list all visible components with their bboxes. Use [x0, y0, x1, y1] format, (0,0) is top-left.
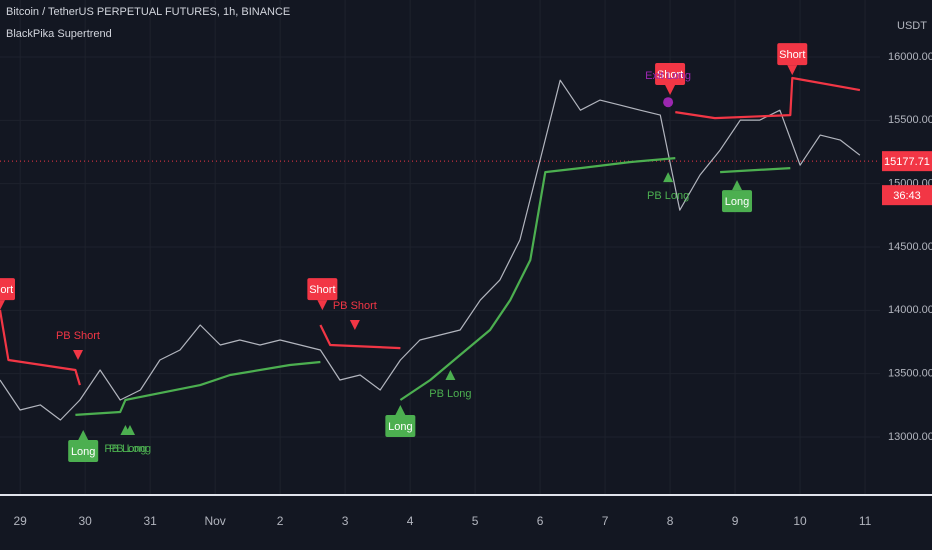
signal-pointer	[732, 180, 743, 191]
signal: Short	[655, 62, 686, 95]
signal-dot	[663, 97, 674, 108]
signal-triangle	[445, 369, 456, 380]
series-line	[0, 79, 861, 421]
signal-label: PB Long	[429, 388, 471, 400]
y-tick-label: 14000.00	[888, 304, 932, 316]
signal: Long	[722, 180, 753, 213]
signal-pointer	[787, 65, 798, 76]
signal-label: Short	[657, 69, 683, 81]
signal: PB Short	[56, 330, 100, 360]
x-tick-label: 6	[537, 514, 544, 528]
signal-label: Long	[388, 421, 412, 433]
chart-title: Bitcoin / TetherUS PERPETUAL FUTURES, 1h…	[6, 6, 290, 18]
y-tick-label: 13000.00	[888, 431, 932, 443]
signal-box	[385, 414, 416, 437]
countdown-label: 36:43	[893, 190, 921, 202]
signal-triangle	[72, 349, 83, 360]
signal-label: PB Short	[333, 300, 377, 312]
signal-pointer	[395, 404, 406, 415]
signal: Short	[777, 43, 808, 76]
signal-box	[722, 190, 753, 213]
signal-triangle	[663, 172, 674, 183]
x-tick-label: 30	[78, 514, 92, 528]
signal: PB Short	[333, 300, 377, 330]
signal: Exit Long	[645, 70, 691, 108]
signal: Short	[0, 278, 15, 311]
signal-pointer	[665, 84, 676, 95]
series-line	[75, 157, 791, 416]
signal-label: Long	[725, 196, 749, 208]
x-tick-label: 8	[667, 514, 674, 528]
signal: Short	[307, 278, 338, 311]
series-line	[0, 76, 861, 386]
x-tick-label: 3	[342, 514, 349, 528]
signal-triangle	[349, 319, 360, 330]
x-tick-label: 7	[602, 514, 609, 528]
signal-label: Short	[309, 284, 335, 296]
price-axis	[880, 0, 932, 550]
x-tick-label: 31	[143, 514, 157, 528]
signal-box	[68, 440, 99, 463]
signal-label: PB Short	[56, 330, 100, 342]
signal-triangle	[124, 424, 135, 435]
signal: PB Long	[647, 172, 689, 202]
signal-box	[655, 62, 686, 85]
x-tick-label: 2	[277, 514, 284, 528]
grid	[0, 0, 880, 495]
last-price-label: 15177.71	[884, 156, 930, 168]
signal: Long	[68, 430, 99, 463]
indicator-name: BlackPika Supertrend	[6, 28, 112, 40]
signal-label: Long	[71, 446, 95, 458]
y-tick-label: 15500.00	[888, 114, 932, 126]
signal-box	[777, 43, 808, 66]
y-tick-label: 14500.00	[888, 241, 932, 253]
x-tick-label: 5	[472, 514, 479, 528]
x-tick-label: 29	[13, 514, 27, 528]
signal-box	[307, 278, 338, 301]
signal-pointer	[317, 300, 328, 311]
signal-label: Short	[779, 49, 805, 61]
signal: Long	[385, 404, 416, 437]
signal-label: Short	[0, 284, 13, 296]
signal-label: PB Long	[647, 190, 689, 202]
last-price-tag	[882, 151, 932, 172]
axes: 13000.0013500.0014000.0014500.0015000.00…	[13, 51, 932, 528]
x-tick-label: 11	[859, 514, 872, 528]
signal-label: PB Long	[109, 443, 151, 455]
x-tick-label: 10	[793, 514, 807, 528]
y-tick-label: 13500.00	[888, 368, 932, 380]
signal-label: Exit Long	[645, 70, 691, 82]
x-tick-label: 9	[732, 514, 739, 528]
y-tick-label: 16000.00	[888, 51, 932, 63]
signal-pointer	[0, 300, 5, 311]
signal-pointer	[78, 430, 89, 441]
signal: PB Long	[109, 424, 151, 455]
x-tick-label: Nov	[204, 514, 225, 528]
countdown-tag	[882, 185, 932, 206]
x-tick-label: 4	[407, 514, 414, 528]
y-unit: USDT	[897, 20, 927, 32]
signal: PB Long	[429, 369, 472, 400]
signal-box	[0, 278, 15, 301]
signal-label: PB Long	[104, 443, 146, 455]
